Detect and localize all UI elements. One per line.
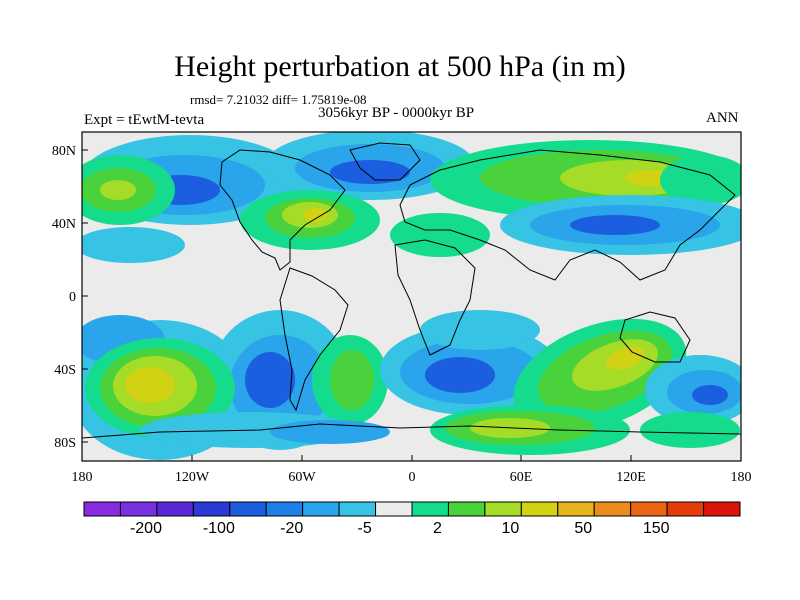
colorbar-box: [484, 501, 522, 517]
nh-positive-eurasia: [390, 140, 741, 257]
coastline-antarctica: [82, 423, 741, 439]
nh-positive-west-pacific: [82, 155, 175, 225]
season-label: ANN: [706, 110, 739, 126]
period-label: 3056kyr BP - 0000kyr BP: [318, 105, 475, 121]
nh-negative-asia: [500, 195, 741, 255]
colorbar-box: [265, 501, 304, 517]
colorbar-box: [666, 501, 705, 517]
colorbar-label: 10: [502, 520, 520, 537]
colorbar-box: [119, 501, 158, 517]
colorbar-box: [447, 501, 486, 517]
nh-negative-arctic-canada: [265, 132, 475, 200]
colorbar-box: [83, 501, 121, 517]
colorbar-box: [703, 501, 741, 517]
coastlines: [82, 142, 741, 439]
field-layer: [82, 132, 741, 461]
chart-title: Height perturbation at 500 hPa (in m): [174, 50, 626, 83]
colorbar-label: 150: [643, 520, 670, 537]
lon-axis: 180 120W 60W 0 60E 120E 180: [72, 455, 752, 485]
sh-positive-south-atlantic: [312, 335, 388, 425]
lon-tick-label: 0: [409, 470, 416, 485]
coastline-south-america: [279, 267, 349, 412]
colorbar-box: [411, 501, 449, 517]
coastline-north-america: [219, 149, 346, 271]
lon-tick-label: 120E: [616, 470, 646, 485]
lat-tick-label: 80S: [54, 436, 76, 451]
colorbar-labels: -200 -100 -20 -5 2 10 50 150: [130, 520, 670, 537]
coastline-australia: [619, 311, 691, 363]
lon-tick-label: 60W: [288, 470, 316, 485]
nh-positive-atlantic: [240, 190, 380, 250]
experiment-label: Expt = tEwtM-tevta: [84, 112, 205, 128]
lat-tick-label: 40N: [52, 217, 76, 232]
sh-negative-south-pacific-east: [645, 355, 741, 425]
colorbar-box: [156, 501, 194, 517]
colorbar-box: [557, 501, 595, 517]
colorbar-label: -5: [358, 520, 372, 537]
lat-axis: 80N 40N 0 40S 80S: [52, 144, 88, 451]
sh-positive-south-pacific: [85, 338, 235, 438]
colorbar-label: 50: [574, 520, 592, 537]
lon-tick-label: 180: [72, 470, 93, 485]
colorbar-box: [593, 501, 632, 517]
colorbar-box: [520, 501, 559, 517]
colorbar-box: [375, 501, 413, 517]
sh-positive-antarctic: [430, 405, 740, 455]
colorbar-box: [302, 501, 340, 517]
colorbar-box: [338, 501, 377, 517]
colorbar-box: [630, 501, 668, 517]
lon-tick-label: 120W: [175, 470, 210, 485]
lat-tick-label: 40S: [54, 363, 76, 378]
colorbar-label: -100: [203, 520, 235, 537]
sh-positive-australia: [513, 318, 687, 432]
colorbar-label: -200: [130, 520, 162, 537]
colorbar-boxes: [83, 501, 741, 517]
lon-tick-label: 60E: [510, 470, 533, 485]
lon-tick-label: 180: [731, 470, 752, 485]
coastline-africa: [394, 239, 476, 356]
coastline-europe-asia: [399, 149, 736, 281]
lat-tick-label: 80N: [52, 144, 76, 159]
nh-negative-west-pacific-tropics: [82, 227, 185, 263]
stats-text: rmsd= 7.21032 diff= 1.75819e-08: [190, 92, 367, 107]
colorbar-label: 2: [433, 520, 442, 537]
colorbar-box: [192, 501, 231, 517]
colorbar-label: -20: [280, 520, 303, 537]
colorbar-box: [229, 501, 267, 517]
lat-tick-label: 0: [69, 290, 76, 305]
coastline-greenland: [349, 142, 421, 181]
